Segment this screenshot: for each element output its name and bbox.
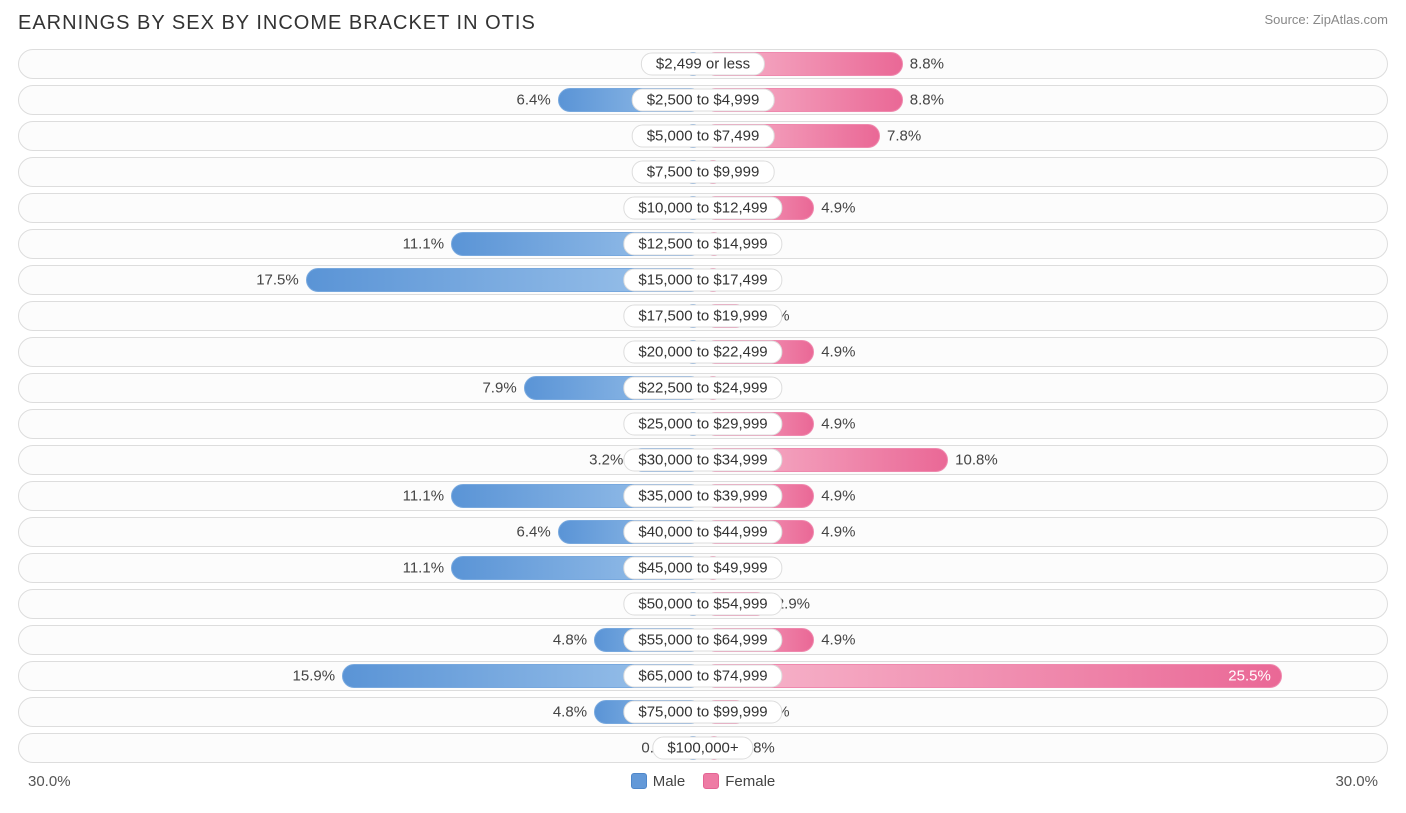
source-attribution: Source: ZipAtlas.com xyxy=(1264,12,1388,27)
chart-row: 0.0%2.9%$50,000 to $54,999 xyxy=(18,589,1388,619)
male-value-label: 11.1% xyxy=(403,560,452,577)
category-label: $35,000 to $39,999 xyxy=(623,485,782,508)
male-value-label: 11.1% xyxy=(403,488,452,505)
chart-row: 0.0%8.8%$2,499 or less xyxy=(18,49,1388,79)
chart-row: 0.0%4.9%$20,000 to $22,499 xyxy=(18,337,1388,367)
category-label: $2,500 to $4,999 xyxy=(632,89,775,112)
chart-row: 0.0%4.9%$25,000 to $29,999 xyxy=(18,409,1388,439)
category-label: $15,000 to $17,499 xyxy=(623,269,782,292)
female-value-label: 25.5% xyxy=(1228,668,1271,685)
female-value-label: 4.9% xyxy=(813,632,855,649)
female-swatch-icon xyxy=(703,773,719,789)
male-value-label: 17.5% xyxy=(256,272,307,289)
male-value-label: 6.4% xyxy=(517,92,559,109)
female-value-label: 4.9% xyxy=(813,416,855,433)
chart-row: 4.8% 4.9% $55,000 to $64,999 xyxy=(18,625,1388,655)
male-value-label: 4.8% xyxy=(553,704,595,721)
category-label: $10,000 to $12,499 xyxy=(623,197,782,220)
category-label: $20,000 to $22,499 xyxy=(623,341,782,364)
female-value-label: 10.8% xyxy=(947,452,998,469)
category-label: $12,500 to $14,999 xyxy=(623,233,782,256)
category-label: $25,000 to $29,999 xyxy=(623,413,782,436)
female-value-label: 8.8% xyxy=(902,56,944,73)
female-value-label: 4.9% xyxy=(813,524,855,541)
female-bar: 25.5% xyxy=(703,664,1282,688)
category-label: $55,000 to $64,999 xyxy=(623,629,782,652)
category-label: $7,500 to $9,999 xyxy=(632,161,775,184)
male-value-label: 7.9% xyxy=(482,380,524,397)
female-value-label: 4.9% xyxy=(813,488,855,505)
chart-row: 0.0%2.0%$17,500 to $19,999 xyxy=(18,301,1388,331)
chart-row: 0.0%4.9%$10,000 to $12,499 xyxy=(18,193,1388,223)
chart-row: 17.5%0.0%$15,000 to $17,499 xyxy=(18,265,1388,295)
male-swatch-icon xyxy=(631,773,647,789)
category-label: $5,000 to $7,499 xyxy=(632,125,775,148)
chart-row: 7.9%0.0%$22,500 to $24,999 xyxy=(18,373,1388,403)
chart-row: 15.9% 25.5% $65,000 to $74,999 xyxy=(18,661,1388,691)
category-label: $45,000 to $49,999 xyxy=(623,557,782,580)
category-label: $50,000 to $54,999 xyxy=(623,593,782,616)
category-label: $40,000 to $44,999 xyxy=(623,521,782,544)
chart-row: 0.0%7.8%$5,000 to $7,499 xyxy=(18,121,1388,151)
chart-row: 11.1% 4.9% $35,000 to $39,999 xyxy=(18,481,1388,511)
female-value-label: 4.9% xyxy=(813,200,855,217)
male-value-label: 6.4% xyxy=(517,524,559,541)
female-value-label: 7.8% xyxy=(879,128,921,145)
male-value-label: 4.8% xyxy=(553,632,595,649)
category-label: $2,499 or less xyxy=(641,53,765,76)
chart-row: 3.2%10.8%$30,000 to $34,999 xyxy=(18,445,1388,475)
legend-male: Male xyxy=(631,773,686,790)
category-label: $75,000 to $99,999 xyxy=(623,701,782,724)
category-label: $17,500 to $19,999 xyxy=(623,305,782,328)
butterfly-chart: 0.0%8.8%$2,499 or less6.4%8.8%$2,500 to … xyxy=(18,49,1388,763)
chart-row: 0.0%0.0%$7,500 to $9,999 xyxy=(18,157,1388,187)
chart-row: 11.1%0.0%$45,000 to $49,999 xyxy=(18,553,1388,583)
legend-female-label: Female xyxy=(725,773,775,790)
axis-max-right: 30.0% xyxy=(1335,773,1378,790)
chart-legend: Male Female xyxy=(631,773,776,790)
category-label: $22,500 to $24,999 xyxy=(623,377,782,400)
chart-row: 0.0%0.98%$100,000+ xyxy=(18,733,1388,763)
axis-max-left: 30.0% xyxy=(28,773,71,790)
category-label: $100,000+ xyxy=(652,737,753,760)
female-value-label: 8.8% xyxy=(902,92,944,109)
category-label: $65,000 to $74,999 xyxy=(623,665,782,688)
legend-female: Female xyxy=(703,773,775,790)
chart-row: 11.1%0.98%$12,500 to $14,999 xyxy=(18,229,1388,259)
chart-row: 6.4% 4.9% $40,000 to $44,999 xyxy=(18,517,1388,547)
chart-title: EARNINGS BY SEX BY INCOME BRACKET IN OTI… xyxy=(18,12,536,35)
male-value-label: 15.9% xyxy=(293,668,344,685)
legend-male-label: Male xyxy=(653,773,686,790)
category-label: $30,000 to $34,999 xyxy=(623,449,782,472)
male-value-label: 11.1% xyxy=(403,236,452,253)
chart-row: 4.8%2.0%$75,000 to $99,999 xyxy=(18,697,1388,727)
chart-row: 6.4% 8.8% $2,500 to $4,999 xyxy=(18,85,1388,115)
female-value-label: 4.9% xyxy=(813,344,855,361)
